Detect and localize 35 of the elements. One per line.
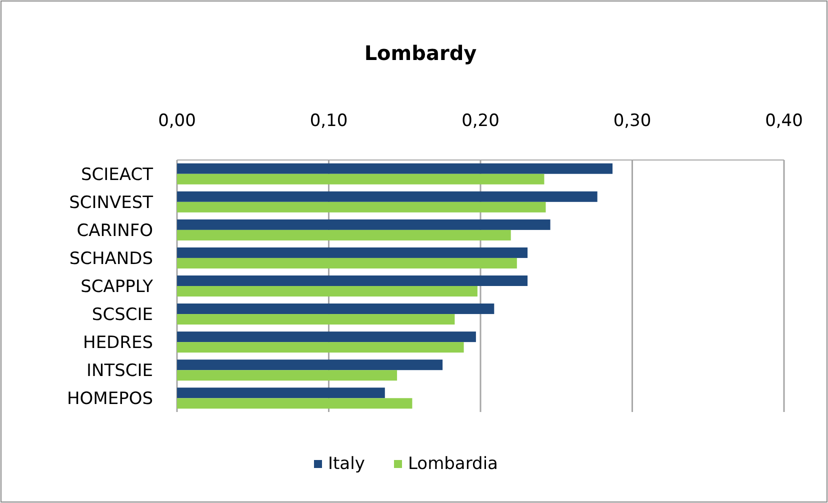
y-tick-label: SCAPPLY (80, 277, 154, 297)
y-tick-label: INTSCIE (86, 361, 153, 382)
bar (177, 342, 464, 353)
x-tick-label: 0,40 (765, 111, 803, 131)
bar (177, 247, 528, 258)
bar (177, 258, 517, 268)
bar (177, 174, 544, 184)
bar (177, 360, 443, 370)
y-tick-label: CARINFO (76, 220, 153, 241)
bar (177, 398, 412, 409)
chart-title: Lombardy (364, 41, 477, 65)
y-tick-label: SCIEACT (80, 164, 154, 185)
bar (177, 314, 455, 325)
y-tick-label: SCINVEST (69, 192, 154, 213)
bar (177, 275, 528, 286)
bar (177, 191, 598, 202)
x-tick-label: 0,10 (310, 111, 348, 131)
legend-label: Lombardia (408, 454, 498, 474)
y-tick-label: HEDRES (83, 333, 153, 354)
y-tick-label: SCSCIE (92, 305, 153, 326)
bar (177, 332, 476, 342)
bar (177, 219, 550, 230)
bar (177, 230, 511, 240)
bar (177, 388, 385, 398)
x-tick-label: 0,20 (462, 111, 500, 131)
x-tick-label: 0,30 (613, 111, 652, 131)
bar (177, 163, 613, 174)
bar (177, 370, 398, 381)
bar (177, 202, 546, 212)
bar (177, 304, 494, 314)
y-tick-label: SCHANDS (69, 248, 153, 269)
x-tick-label: 0,00 (158, 111, 196, 131)
legend-label: Italy (328, 454, 365, 474)
y-tick-label: HOMEPOS (67, 389, 153, 410)
bar (177, 286, 478, 297)
